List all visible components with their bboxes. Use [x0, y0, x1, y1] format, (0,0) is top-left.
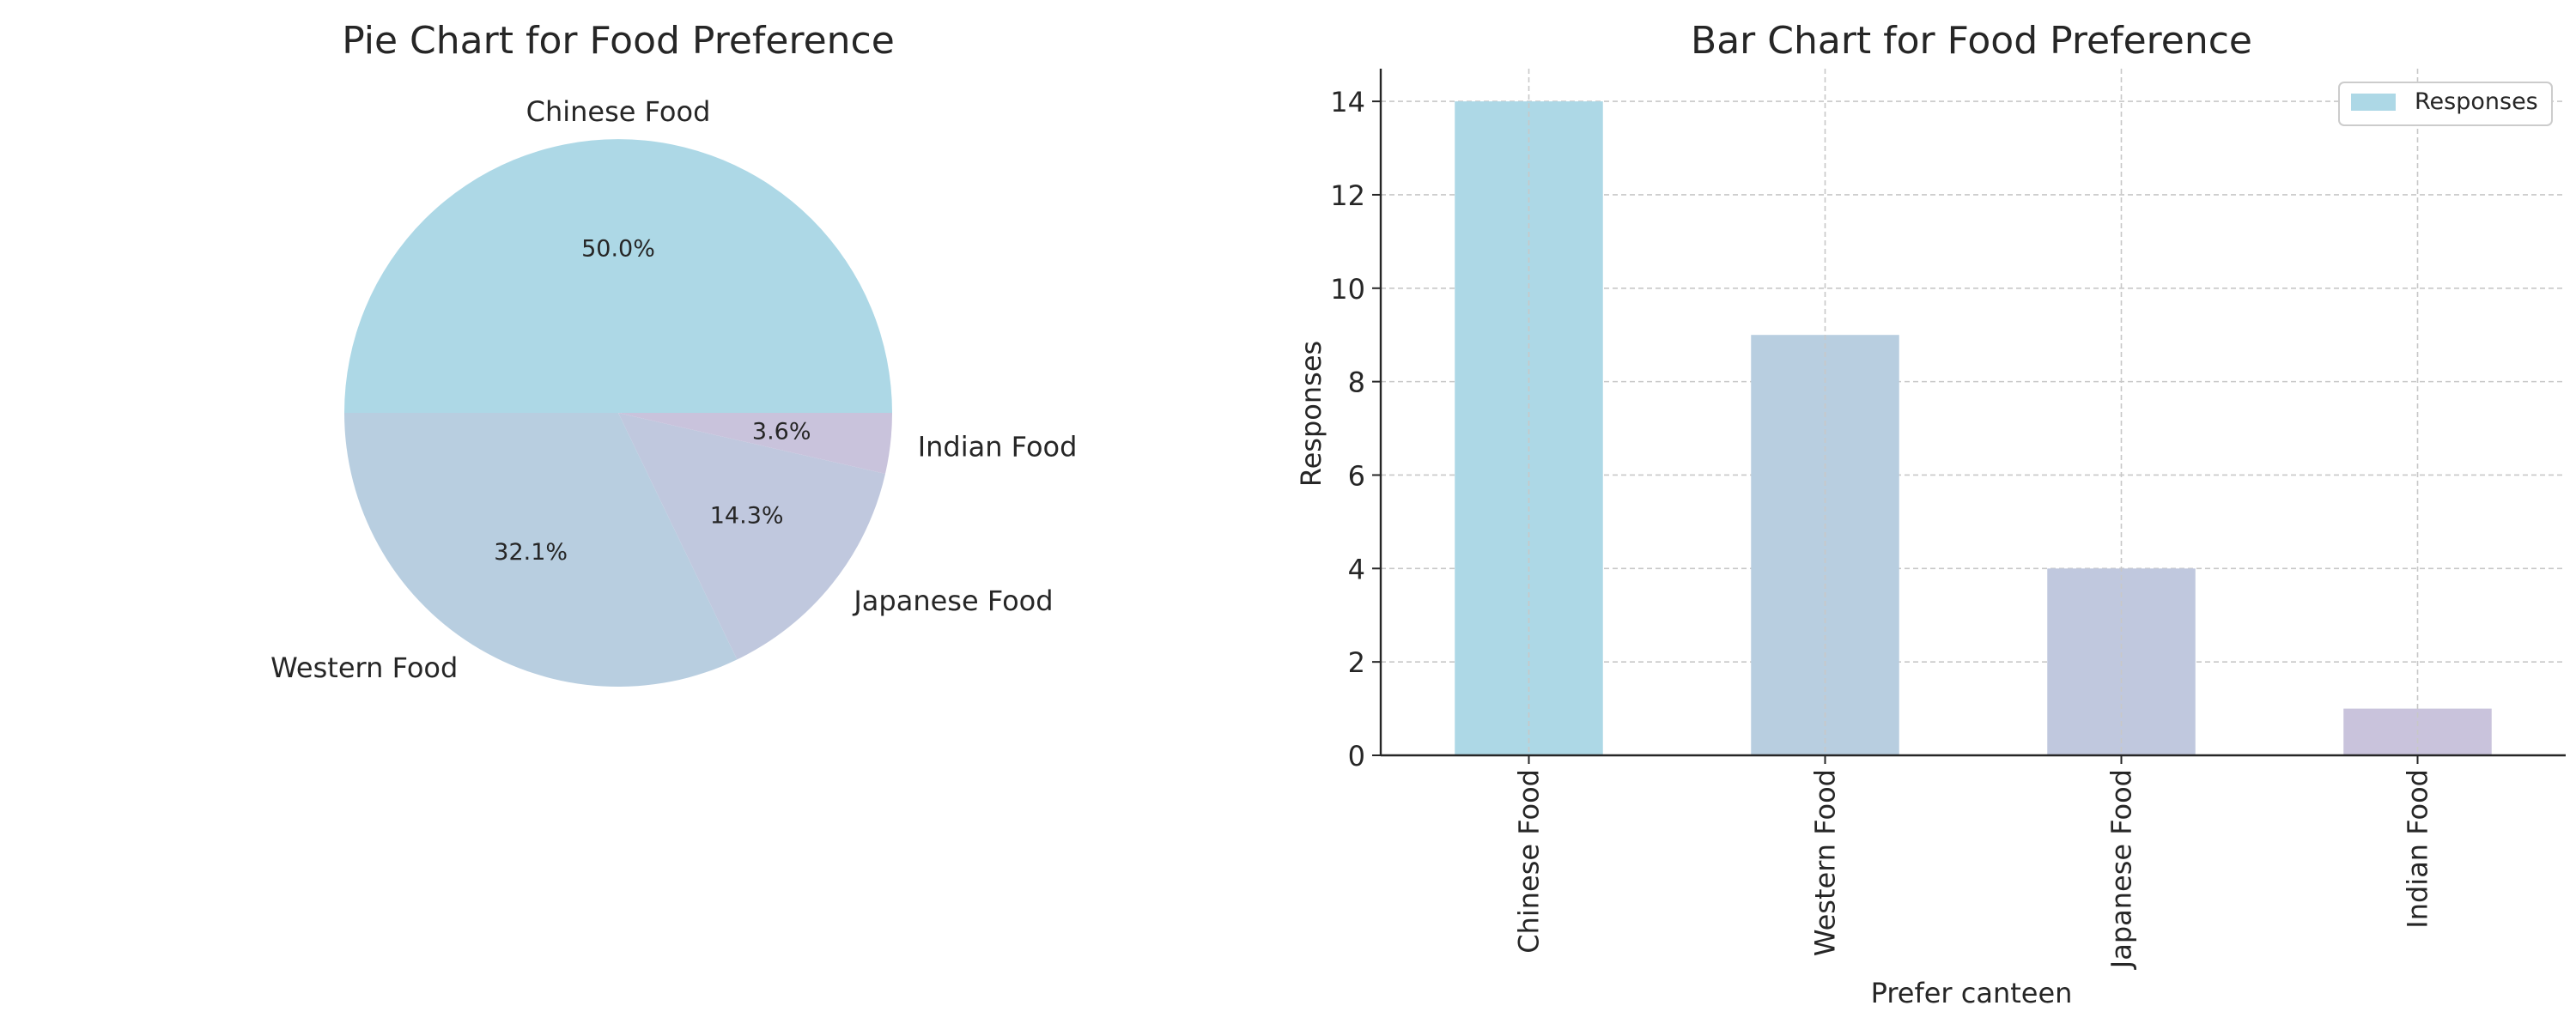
bar-ticks: 0 2 4 6 8 10 12 14 Chinese Food Western Food Japan… [1330, 86, 2433, 970]
pie-chart: Pie Chart for Food Preference 50.0% Chine… [270, 19, 1077, 687]
x-tick-label-western-food: Western Food [1809, 769, 1842, 956]
x-tick-label-japanese-food: Japanese Food [2105, 769, 2138, 970]
x-tick-label-indian-food: Indian Food [2402, 769, 2434, 929]
pie-percent-western-food: 32.1% [494, 539, 568, 566]
bar-bars [1455, 69, 2492, 756]
y-tick-label: 4 [1348, 553, 1365, 585]
pie-label-indian-food: Indian Food [918, 430, 1078, 463]
legend-swatch [2351, 94, 2396, 111]
pie-label-japanese-food: Japanese Food [852, 585, 1053, 617]
pie-slice-japanese-food [618, 413, 886, 660]
pie-label-western-food: Western Food [270, 651, 458, 684]
pie-labels: 50.0% Chinese Food 32.1% Western Food 14.3% J… [270, 95, 1077, 684]
y-tick-label: 14 [1330, 86, 1365, 118]
pie-slices [344, 139, 892, 687]
y-tick-label: 0 [1348, 740, 1365, 772]
pie-percent-indian-food: 3.6% [752, 418, 811, 445]
pie-label-chinese-food: Chinese Food [526, 95, 711, 128]
pie-percent-chinese-food: 50.0% [581, 236, 655, 263]
pie-slice-western-food [344, 413, 738, 687]
y-tick-label: 10 [1330, 273, 1365, 306]
y-tick-label: 6 [1348, 459, 1365, 492]
y-axis-label: Responses [1295, 341, 1327, 487]
legend-frame [2338, 82, 2553, 126]
legend-label: Responses [2415, 88, 2538, 115]
legend: Responses [2338, 82, 2553, 126]
y-tick-label: 2 [1348, 646, 1365, 679]
pie-chart-title: Pie Chart for Food Preference [342, 19, 895, 63]
pie-slice-indian-food [618, 413, 892, 474]
x-tick-label-chinese-food: Chinese Food [1513, 769, 1546, 954]
bar-chart: Bar Chart for Food Preference 0 2 4 6 8 10 12 1… [1295, 19, 2566, 1009]
bar-chart-title: Bar Chart for Food Preference [1691, 19, 2252, 63]
y-tick-label: 12 [1330, 179, 1365, 212]
pie-slice-chinese-food [344, 139, 892, 413]
x-axis-label: Prefer canteen [1871, 977, 2073, 1009]
pie-percent-japanese-food: 14.3% [710, 502, 784, 529]
bar-axes [1379, 69, 2566, 757]
y-tick-label: 8 [1348, 367, 1365, 399]
